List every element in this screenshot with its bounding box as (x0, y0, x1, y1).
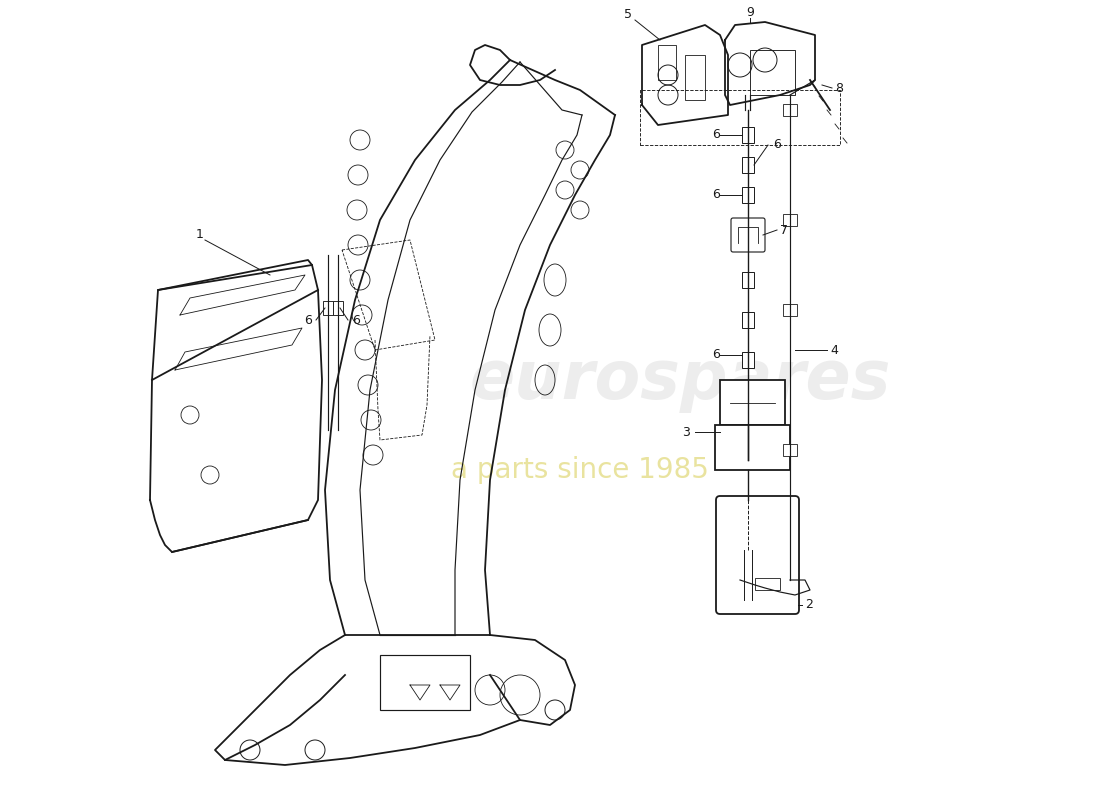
Text: eurospares: eurospares (470, 347, 891, 413)
Text: 6: 6 (712, 349, 720, 362)
Text: 7: 7 (780, 223, 788, 237)
Bar (783, 104, 798, 116)
Bar (742, 312, 754, 328)
Text: 8: 8 (835, 82, 843, 94)
Bar (783, 304, 798, 316)
Text: 3: 3 (682, 426, 690, 438)
Bar (742, 352, 754, 368)
Bar (742, 157, 754, 173)
Bar (640, 90, 840, 145)
Text: a parts since 1985: a parts since 1985 (451, 456, 708, 484)
FancyBboxPatch shape (732, 218, 764, 252)
Bar (323, 301, 333, 315)
Bar (720, 380, 785, 425)
Text: 2: 2 (805, 598, 813, 611)
Text: 6: 6 (712, 129, 720, 142)
Text: 4: 4 (830, 343, 838, 357)
Bar (742, 187, 754, 203)
Text: 6: 6 (712, 189, 720, 202)
Bar (658, 45, 676, 80)
Bar (333, 301, 343, 315)
Bar (750, 50, 795, 95)
Text: 6: 6 (304, 314, 312, 326)
Text: 1: 1 (196, 229, 204, 242)
Text: 6: 6 (773, 138, 781, 151)
Text: 6: 6 (352, 314, 360, 326)
Bar (742, 127, 754, 143)
Bar (783, 444, 798, 456)
Bar (783, 214, 798, 226)
FancyBboxPatch shape (716, 496, 799, 614)
Bar (379, 655, 470, 710)
Text: 5: 5 (624, 9, 632, 22)
Bar (685, 55, 705, 100)
Bar (715, 425, 790, 470)
Text: 9: 9 (746, 6, 754, 18)
Bar (755, 578, 780, 590)
Bar (742, 272, 754, 288)
